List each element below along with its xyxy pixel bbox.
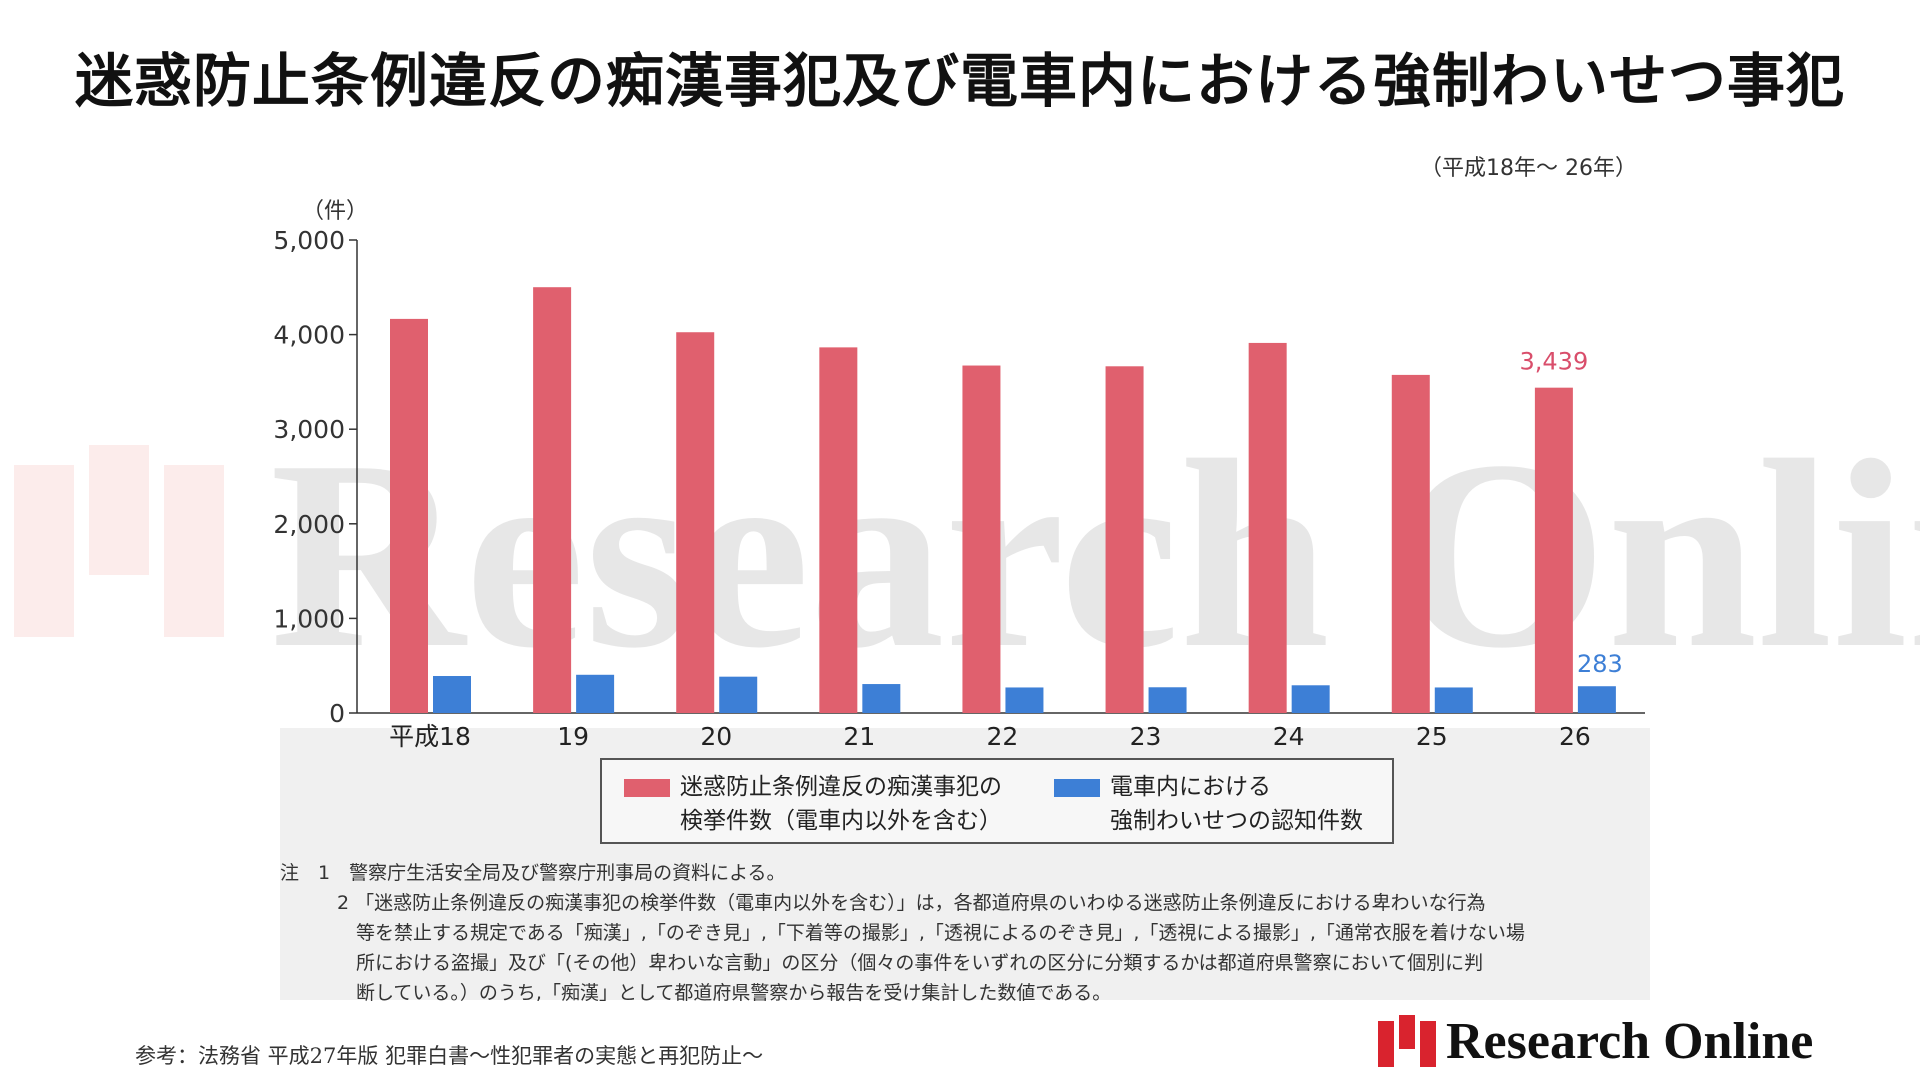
- y-tick-label: 2,000: [273, 510, 345, 539]
- note-line: 2 「迷惑防止条例違反の痴漢事犯の検挙件数（電車内以外を含む）」は，各都道府県の…: [280, 892, 1486, 914]
- x-tick-label: 22: [987, 722, 1019, 751]
- x-tick-label: 25: [1416, 722, 1448, 751]
- bar-recognized: [433, 676, 471, 713]
- bar-arrests: [819, 347, 858, 713]
- x-tick-label: 19: [557, 722, 589, 751]
- logo-icon: [1378, 1015, 1436, 1067]
- x-tick-label: 26: [1559, 722, 1591, 751]
- y-axis-unit: （件）: [302, 199, 368, 224]
- brand-logo: Research Online: [1378, 1010, 1813, 1072]
- bar-recognized: [1434, 687, 1473, 713]
- data-label-arrests: 3,439: [1520, 348, 1589, 376]
- x-tick-label: 平成18: [389, 722, 471, 751]
- bar-arrests: [1248, 342, 1287, 713]
- legend: 迷惑防止条例違反の痴漢事犯の 検挙件数（電車内以外を含む） 電車内における 強制…: [600, 758, 1394, 844]
- note-line: 等を禁止する規定である「痴漢」,「のぞき見」,「下着等の撮影」,「透視によるのぞ…: [280, 922, 1525, 944]
- y-tick-label: 0: [329, 699, 345, 728]
- logo-text: Research Online: [1446, 1012, 1814, 1070]
- x-tick-label: 23: [1130, 722, 1162, 751]
- legend-label-arrests: 迷惑防止条例違反の痴漢事犯の 検挙件数（電車内以外を含む）: [680, 770, 1002, 838]
- bar-arrests: [533, 287, 572, 713]
- legend-item-recognized: 電車内における 強制わいせつの認知件数: [1054, 770, 1363, 838]
- legend-swatch-recognized: [1054, 779, 1100, 797]
- bar-chart: （件）5,000 4,000 3,000 2,000 1,000 0 平成18 19 20 21 2…: [273, 199, 1645, 751]
- legend-label-line: 検挙件数（電車内以外を含む）: [680, 808, 1002, 834]
- x-tick-label: 24: [1273, 722, 1305, 751]
- bar-arrests: [1391, 374, 1430, 713]
- data-label-recognized: 283: [1577, 650, 1623, 678]
- y-tick-label: 5,000: [273, 226, 345, 255]
- bar-arrests: [1534, 387, 1573, 713]
- legend-item-arrests: 迷惑防止条例違反の痴漢事犯の 検挙件数（電車内以外を含む）: [624, 770, 1002, 838]
- legend-label-recognized: 電車内における 強制わいせつの認知件数: [1110, 770, 1363, 838]
- legend-label-line: 強制わいせつの認知件数: [1110, 808, 1363, 834]
- y-tick-label: 1,000: [273, 604, 345, 633]
- bar-arrests: [676, 332, 715, 713]
- bar-recognized: [576, 674, 615, 713]
- bar-recognized: [1005, 687, 1044, 713]
- bar-recognized: [1291, 685, 1330, 713]
- source-citation: 参考：法務省 平成27年版 犯罪白書〜性犯罪者の実態と再犯防止〜: [135, 1044, 764, 1068]
- watermark-logo-icon: [14, 445, 224, 637]
- notes: 注 1 警察庁生活安全局及び警察庁刑事局の資料による。 2 「迷惑防止条例違反の…: [280, 858, 1650, 1008]
- note-line: 断している。）のうち,「痴漢」として都道府県警察から報告を受け集計した数値である…: [280, 982, 1112, 1004]
- period-label: （平成18年～ 26年）: [1420, 156, 1637, 181]
- legend-label-line: 迷惑防止条例違反の痴漢事犯の: [680, 774, 1002, 800]
- bar-recognized: [1577, 686, 1616, 713]
- note-line: 所における盗撮」及び「(その他）卑わいな言動」の区分（個々の事件をいずれの区分に…: [280, 952, 1484, 974]
- x-tick-label: 20: [700, 722, 732, 751]
- y-tick-label: 4,000: [273, 321, 345, 350]
- bar-recognized: [862, 684, 901, 713]
- bar-arrests: [962, 365, 1001, 713]
- bar-arrests: [390, 318, 428, 713]
- x-tick-label: 21: [843, 722, 875, 751]
- legend-swatch-arrests: [624, 779, 670, 797]
- bar-recognized: [1148, 687, 1187, 713]
- bar-recognized: [719, 676, 758, 713]
- legend-label-line: 電車内における: [1110, 774, 1271, 800]
- page-title: 迷惑防止条例違反の痴漢事犯及び電車内における強制わいせつ事犯: [74, 47, 1845, 115]
- bar-arrests: [1105, 366, 1144, 713]
- y-tick-label: 3,000: [273, 415, 345, 444]
- note-line: 注 1 警察庁生活安全局及び警察庁刑事局の資料による。: [280, 862, 786, 884]
